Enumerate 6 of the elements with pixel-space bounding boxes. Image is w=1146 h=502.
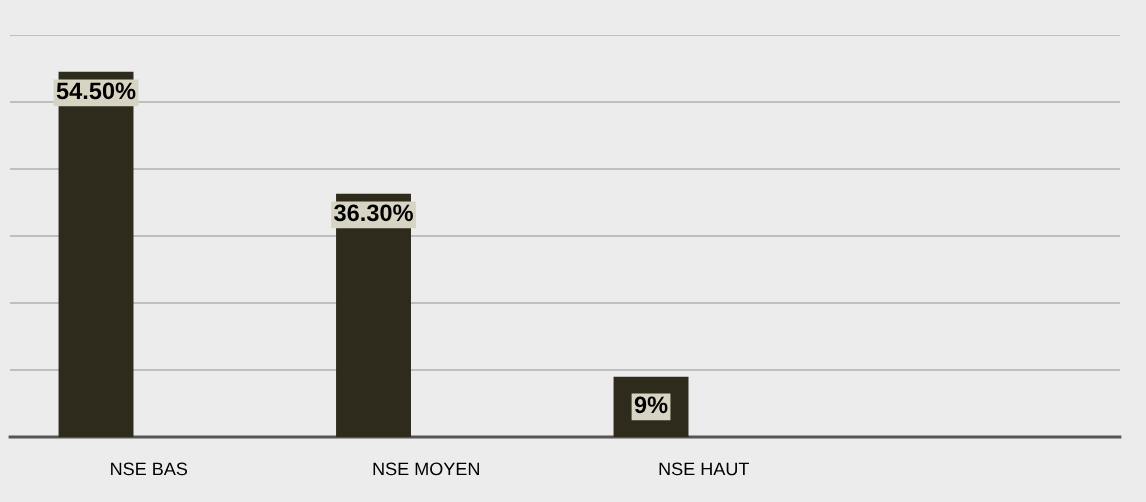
data-label: 54.50%: [56, 82, 136, 100]
data-label: 36.30%: [334, 204, 413, 222]
x-tick-label: NSE HAUT: [659, 462, 749, 476]
data-label: 9%: [634, 396, 668, 414]
x-tick-label: NSE BAS: [111, 462, 188, 476]
x-tick-label: NSE MOYEN: [373, 462, 479, 476]
